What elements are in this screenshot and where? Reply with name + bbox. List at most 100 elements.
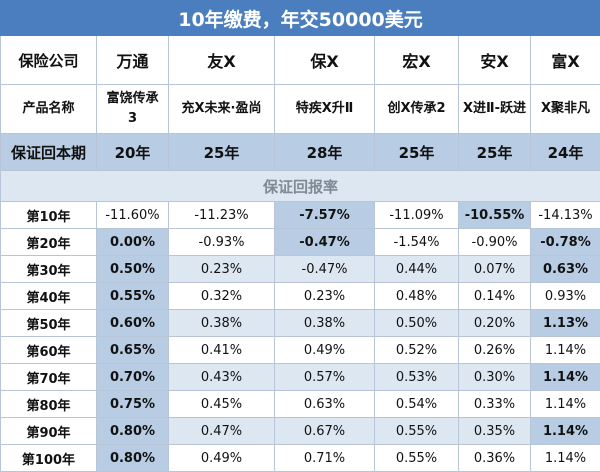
return-rate-cell: 0.57% [274,363,375,391]
section-title: 保证回报率 [0,170,600,202]
table-row: 第100年 0.80% 0.49% 0.71% 0.55% 0.36% 1.14% [0,444,600,472]
return-rate-cell: 0.23% [168,255,275,283]
product-name: 特疾X升Ⅱ [274,84,375,134]
return-rate-cell: 0.43% [168,363,275,391]
company-name: 保X [274,35,375,85]
return-rate-cell: 0.67% [274,417,375,445]
return-rate-cell: 0.38% [168,309,275,337]
year-label: 第100年 [0,444,97,472]
payback-period: 25年 [458,133,531,171]
return-rate-cell: 0.60% [96,309,169,337]
return-rate-cell: -14.13% [530,201,600,229]
year-label: 第90年 [0,417,97,445]
year-label: 第20年 [0,228,97,256]
product-name: 创X传承2 [374,84,459,134]
table-row: 第50年 0.60% 0.38% 0.38% 0.50% 0.20% 1.13% [0,309,600,337]
return-rate-cell: 1.14% [530,363,600,391]
return-rate-cell: 0.45% [168,390,275,418]
company-name: 宏X [374,35,459,85]
return-rate-cell: 0.53% [374,363,459,391]
return-rate-cell: 0.65% [96,336,169,364]
return-rate-cell: 1.14% [530,390,600,418]
table-row: 第40年 0.55% 0.32% 0.23% 0.48% 0.14% 0.93% [0,282,600,310]
return-rate-cell: 0.44% [374,255,459,283]
return-rate-cell: 0.30% [458,363,531,391]
product-row: 产品名称 富饶传承3 充X未来·盈尚 特疾X升Ⅱ 创X传承2 X进Ⅱ-跃进 X聚… [0,84,600,134]
return-rate-cell: 0.07% [458,255,531,283]
return-rate-cell: 0.54% [374,390,459,418]
return-rate-cell: -0.47% [274,228,375,256]
return-rate-cell: 0.70% [96,363,169,391]
return-rate-cell: -11.60% [96,201,169,229]
return-rate-cell: 0.71% [274,444,375,472]
return-rate-cell: 0.49% [168,444,275,472]
return-rate-cell: -10.55% [458,201,531,229]
return-rate-cell: -11.09% [374,201,459,229]
product-name: X聚非凡 [530,84,600,134]
return-rate-cell: 0.55% [96,282,169,310]
company-name: 万通 [96,35,169,85]
table-row: 第10年 -11.60% -11.23% -7.57% -11.09% -10.55% -1… [0,201,600,229]
company-name: 友X [168,35,275,85]
return-rate-cell: 0.50% [374,309,459,337]
return-rate-cell: 0.23% [274,282,375,310]
company-name: 富X [530,35,600,85]
return-rate-cell: 0.20% [458,309,531,337]
year-label: 第60年 [0,336,97,364]
year-label: 第70年 [0,363,97,391]
product-name: 富饶传承3 [96,84,169,134]
return-rate-cell: 0.63% [274,390,375,418]
return-rate-cell: 1.14% [530,336,600,364]
table-row: 第20年 0.00% -0.93% -0.47% -1.54% -0.90% -0.78% [0,228,600,256]
return-rate-cell: -0.90% [458,228,531,256]
returns-body: 第10年 -11.60% -11.23% -7.57% -11.09% -10.55% -1… [0,201,600,472]
return-rate-cell: -0.93% [168,228,275,256]
table-row: 第60年 0.65% 0.41% 0.49% 0.52% 0.26% 1.14% [0,336,600,364]
return-rate-cell: 0.38% [274,309,375,337]
return-rate-cell: 0.80% [96,417,169,445]
section-row: 保证回报率 [0,170,600,202]
guarantee-row: 保证回本期 20年 25年 28年 25年 25年 24年 [0,133,600,171]
return-rate-cell: 0.63% [530,255,600,283]
return-rate-cell: 0.26% [458,336,531,364]
table-row: 第90年 0.80% 0.47% 0.67% 0.55% 0.35% 1.14% [0,417,600,445]
product-name: X进Ⅱ-跃进 [458,84,531,134]
return-rate-cell: 0.32% [168,282,275,310]
return-rate-cell: 0.41% [168,336,275,364]
guarantee-row-label: 保证回本期 [0,133,97,171]
payback-period: 24年 [530,133,600,171]
return-rate-cell: 0.80% [96,444,169,472]
payback-period: 25年 [374,133,459,171]
return-rate-cell: 0.52% [374,336,459,364]
return-rate-cell: 0.55% [374,444,459,472]
return-rate-cell: -1.54% [374,228,459,256]
payback-period: 28年 [274,133,375,171]
return-rate-cell: 0.14% [458,282,531,310]
return-rate-cell: -0.47% [274,255,375,283]
return-rate-cell: -7.57% [274,201,375,229]
return-rate-cell: 0.49% [274,336,375,364]
payback-period: 20年 [96,133,169,171]
return-rate-cell: 0.36% [458,444,531,472]
return-rate-cell: 1.13% [530,309,600,337]
return-rate-cell: 0.48% [374,282,459,310]
company-row: 保险公司 万通 友X 保X 宏X 安X 富X [0,35,600,85]
return-rate-cell: 0.75% [96,390,169,418]
return-rate-cell: 1.14% [530,444,600,472]
table-title: 10年缴费，年交50000美元 [0,0,600,36]
table-row: 第30年 0.50% 0.23% -0.47% 0.44% 0.07% 0.63% [0,255,600,283]
return-rate-cell: 0.55% [374,417,459,445]
return-rate-cell: 0.00% [96,228,169,256]
return-rate-cell: 1.14% [530,417,600,445]
year-label: 第10年 [0,201,97,229]
product-row-label: 产品名称 [0,84,97,134]
year-label: 第40年 [0,282,97,310]
return-rate-cell: 0.50% [96,255,169,283]
product-name: 充X未来·盈尚 [168,84,275,134]
company-name: 安X [458,35,531,85]
return-rate-cell: -11.23% [168,201,275,229]
company-row-label: 保险公司 [0,35,97,85]
return-rate-cell: -0.78% [530,228,600,256]
